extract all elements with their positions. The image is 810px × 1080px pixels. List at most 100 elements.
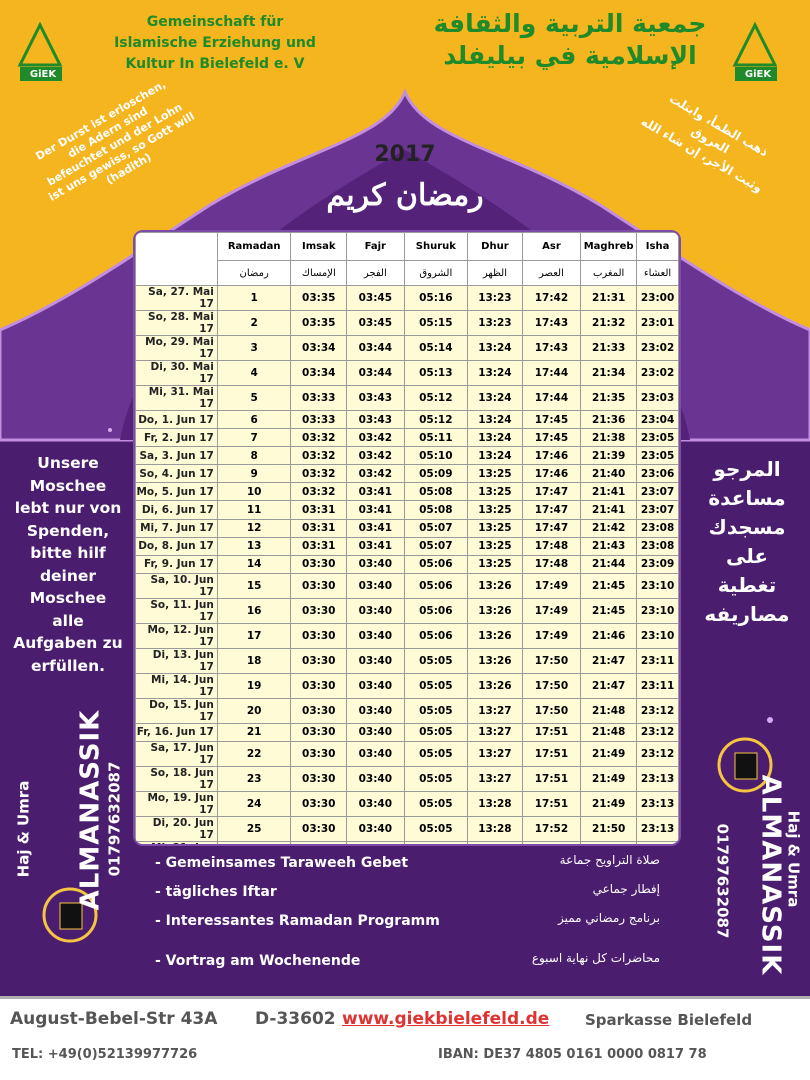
time-cell: 03:30 bbox=[290, 647, 348, 674]
time-cell: 13:25 bbox=[467, 518, 523, 538]
event-item-arabic: برنامج رمضاني مميز bbox=[558, 911, 660, 925]
time-cell: 23:09 bbox=[636, 554, 679, 574]
date-cell: Mi, 31. Mai 17 bbox=[135, 385, 218, 411]
table-row: Mo, 19. Jun 17 24 03:30 03:40 05:05 13:28 17:5… bbox=[135, 790, 679, 817]
time-cell: 23:10 bbox=[636, 622, 679, 649]
time-cell: 13:28 bbox=[467, 840, 523, 844]
date-cell: So, 18. Jun 17 bbox=[135, 765, 218, 792]
time-cell: 11 bbox=[216, 500, 292, 520]
time-cell: 23:02 bbox=[636, 360, 679, 386]
time-cell: 12 bbox=[216, 518, 292, 538]
time-cell: 05:08 bbox=[403, 482, 469, 502]
column-header: Fajr bbox=[346, 232, 405, 261]
time-cell: 05:06 bbox=[403, 572, 469, 599]
time-cell: 13:27 bbox=[467, 697, 523, 724]
table-row: Fr, 2. Jun 17 7 03:32 03:42 05:11 13:24 17:45 2… bbox=[135, 428, 679, 448]
year: 2017 bbox=[374, 142, 436, 167]
time-cell: 13:25 bbox=[467, 482, 523, 502]
date-cell: So, 4. Jun 17 bbox=[135, 464, 218, 484]
logo-text: GiEK bbox=[29, 69, 57, 80]
date-cell: Mo, 12. Jun 17 bbox=[135, 622, 218, 649]
time-cell: 03:30 bbox=[290, 790, 348, 817]
column-header-arabic: رمضان bbox=[216, 260, 292, 286]
time-cell: 16 bbox=[216, 597, 292, 624]
ad-phone: 01797632087 bbox=[713, 823, 732, 939]
table-row: Di, 13. Jun 17 18 03:30 03:40 05:05 13:26 17:5… bbox=[135, 647, 679, 674]
time-cell: 6 bbox=[216, 409, 292, 430]
time-cell: 21:48 bbox=[580, 722, 638, 742]
appeal-line: alle bbox=[52, 611, 84, 630]
date-cell: Di, 13. Jun 17 bbox=[135, 647, 218, 674]
time-cell: 03:41 bbox=[346, 536, 405, 556]
time-cell: 17:42 bbox=[521, 285, 582, 311]
time-cell: 3 bbox=[216, 335, 292, 361]
time-cell: 05:10 bbox=[403, 446, 469, 466]
time-cell: 13:27 bbox=[467, 765, 523, 792]
time-cell: 23 bbox=[216, 765, 292, 792]
time-cell: 03:31 bbox=[290, 536, 348, 556]
appeal-arabic: المرجو مساعدة مسجدك على تغطية مصاريفه bbox=[688, 455, 806, 629]
time-cell: 13:24 bbox=[467, 409, 523, 430]
header-arabic: جمعية التربية والثقافة الإسلامية في بيليف… bbox=[420, 8, 720, 72]
time-cell: 05:07 bbox=[403, 536, 469, 556]
time-cell: 05:06 bbox=[403, 622, 469, 649]
website-link[interactable]: www.giekbielefeld.de bbox=[342, 1009, 550, 1029]
time-cell: 17:44 bbox=[521, 360, 582, 386]
ad-brand: ALMANASSIK bbox=[75, 709, 106, 911]
table-row: So, 18. Jun 17 23 03:30 03:40 05:05 13:27 17:5… bbox=[135, 765, 679, 792]
title-arabic: رمضان كريم bbox=[326, 178, 484, 213]
ad-service: Haj & Umra bbox=[14, 780, 33, 878]
time-cell: 03:32 bbox=[290, 446, 348, 466]
time-cell: 03:30 bbox=[290, 840, 348, 844]
time-cell: 23:13 bbox=[636, 840, 679, 844]
table-row: Mo, 5. Jun 17 10 03:32 03:41 05:08 13:25 17:47… bbox=[135, 482, 679, 502]
event-item-arabic: إفطار جماعي bbox=[592, 882, 660, 896]
time-cell: 21:50 bbox=[580, 815, 638, 842]
date-cell: Fr, 9. Jun 17 bbox=[135, 554, 218, 574]
time-cell: 13:25 bbox=[467, 500, 523, 520]
time-cell: 03:40 bbox=[346, 572, 405, 599]
column-header: Dhur bbox=[467, 232, 523, 261]
time-cell: 03:32 bbox=[290, 464, 348, 484]
date-cell: Mi, 21. Jun 17 bbox=[135, 840, 218, 844]
header-line: Kultur In Bielefeld e. V bbox=[125, 56, 305, 72]
column-header-arabic: الفجر bbox=[346, 260, 405, 286]
time-cell: 17:43 bbox=[521, 310, 582, 336]
table-row: Mo, 12. Jun 17 17 03:30 03:40 05:06 13:26 17:4… bbox=[135, 622, 679, 649]
table-row: Sa, 3. Jun 17 8 03:32 03:42 05:10 13:24 17:46 2… bbox=[135, 446, 679, 466]
time-cell: 03:42 bbox=[346, 464, 405, 484]
time-cell: 21:50 bbox=[580, 840, 638, 844]
time-cell: 13:27 bbox=[467, 722, 523, 742]
appeal-line: Moschee bbox=[29, 589, 107, 607]
time-cell: 17:47 bbox=[521, 500, 582, 520]
time-cell: 03:33 bbox=[290, 385, 348, 411]
time-cell: 23:02 bbox=[636, 335, 679, 361]
time-cell: 17:50 bbox=[521, 672, 582, 699]
time-cell: 21:47 bbox=[580, 647, 638, 674]
time-cell: 21:49 bbox=[580, 765, 638, 792]
time-cell: 23:12 bbox=[636, 697, 679, 724]
footer: August-Bebel-Str 43A D-33602 www.giekbie… bbox=[0, 996, 810, 1080]
time-cell: 21:49 bbox=[580, 790, 638, 817]
time-cell: 21:41 bbox=[580, 482, 638, 502]
date-cell: Do, 15. Jun 17 bbox=[135, 697, 218, 724]
time-cell: 03:43 bbox=[346, 385, 405, 411]
date-cell: Mo, 19. Jun 17 bbox=[135, 790, 218, 817]
time-cell: 03:40 bbox=[346, 722, 405, 742]
time-cell: 21:45 bbox=[580, 597, 638, 624]
header-line: Gemeinschaft für bbox=[146, 14, 284, 30]
time-cell: 13:26 bbox=[467, 672, 523, 699]
telephone: TEL: +49(0)52139977726 bbox=[12, 1047, 198, 1062]
column-header: Ramadan bbox=[216, 232, 292, 261]
time-cell: 03:40 bbox=[346, 672, 405, 699]
time-cell: 23:07 bbox=[636, 500, 679, 520]
table-row: So, 4. Jun 17 9 03:32 03:42 05:09 13:25 17:46 2… bbox=[135, 464, 679, 484]
date-cell: Sa, 17. Jun 17 bbox=[135, 740, 218, 767]
time-cell: 03:30 bbox=[290, 815, 348, 842]
header-cell bbox=[135, 232, 218, 286]
time-cell: 03:40 bbox=[346, 554, 405, 574]
time-cell: 17:51 bbox=[521, 765, 582, 792]
time-cell: 13:24 bbox=[467, 385, 523, 411]
date-cell: Fr, 2. Jun 17 bbox=[135, 428, 218, 448]
column-header-arabic: العشاء bbox=[636, 260, 679, 286]
